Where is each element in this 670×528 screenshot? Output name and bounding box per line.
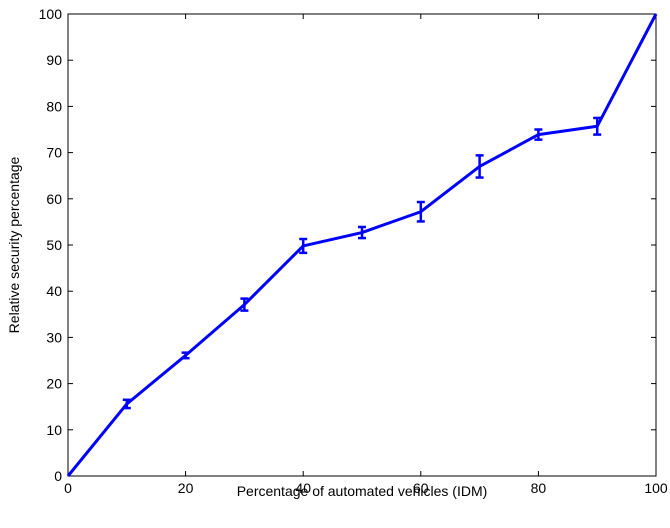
y-axis-label: Relative security percentage (6, 156, 22, 333)
y-tick-label: 10 (46, 422, 62, 438)
y-tick-label: 20 (46, 376, 62, 392)
axis-ticks: 0 20 40 60 80 100 0 10 20 30 40 50 60 70 80 90 100 (39, 6, 668, 496)
y-tick-label: 90 (46, 52, 62, 68)
y-tick-label: 50 (46, 237, 62, 253)
x-tick-label: 80 (531, 480, 547, 496)
x-tick-label: 100 (644, 480, 668, 496)
y-tick-label: 0 (54, 468, 62, 484)
x-tick-label: 40 (295, 480, 311, 496)
y-tick-label: 100 (39, 6, 63, 22)
x-tick-label: 20 (178, 480, 194, 496)
y-tick-label: 30 (46, 329, 62, 345)
y-tick-label: 70 (46, 145, 62, 161)
y-tick-label: 60 (46, 191, 62, 207)
x-axis-label: Percentage of automated vehicles (IDM) (237, 483, 488, 499)
plot-area (67, 13, 657, 477)
x-tick-label: 0 (64, 480, 72, 496)
x-tick-label: 60 (413, 480, 429, 496)
y-tick-label: 80 (46, 98, 62, 114)
series-line (66, 13, 658, 477)
y-tick-label: 40 (46, 283, 62, 299)
series-lines (66, 13, 658, 477)
